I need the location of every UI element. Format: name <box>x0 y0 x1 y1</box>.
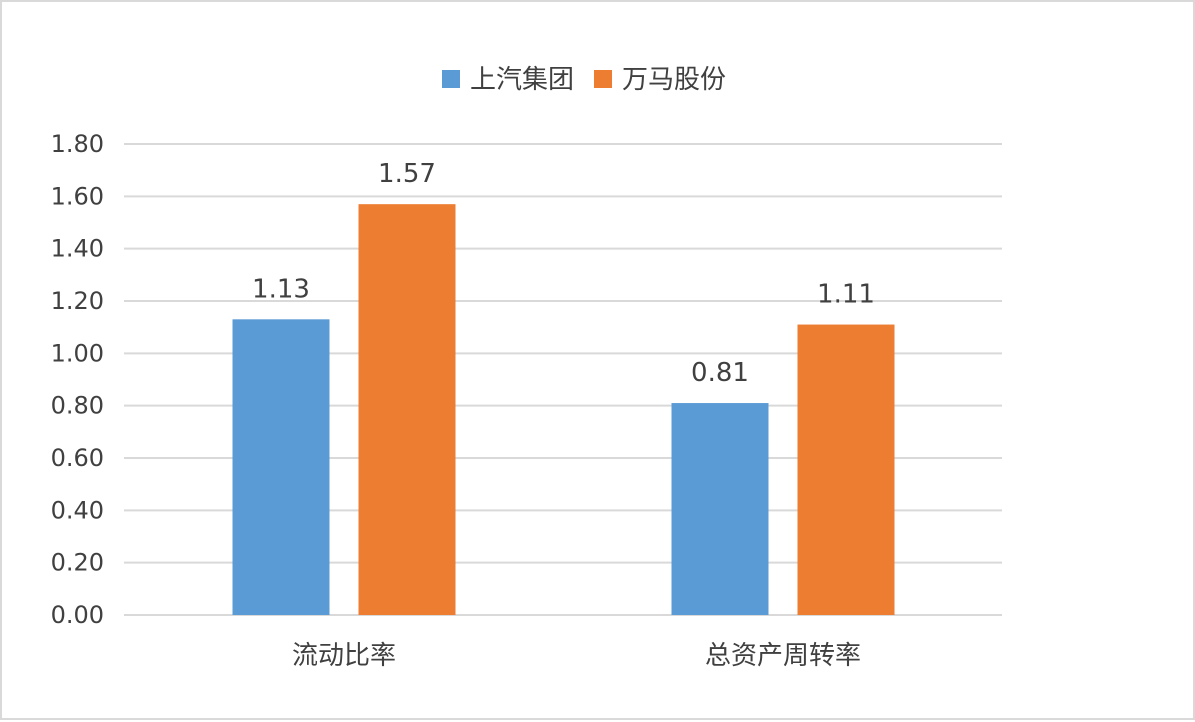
bar <box>797 324 895 615</box>
y-tick-label: 0.60 <box>51 444 104 472</box>
y-tick-label: 1.00 <box>51 339 104 367</box>
bar <box>232 319 330 615</box>
data-label: 1.13 <box>252 274 310 304</box>
data-label: 1.11 <box>817 280 875 310</box>
bar <box>671 403 769 615</box>
bar <box>358 204 456 615</box>
legend: 上汽集团 万马股份 <box>442 65 726 95</box>
x-category-label: 总资产周转率 <box>705 641 861 671</box>
legend-swatch <box>594 70 612 88</box>
x-category-label: 流动比率 <box>292 641 396 671</box>
legend-swatch <box>442 70 460 88</box>
y-tick-label: 0.20 <box>51 549 104 577</box>
y-tick-label: 1.80 <box>51 130 104 158</box>
bars <box>232 204 895 615</box>
y-tick-label: 0.00 <box>51 601 104 629</box>
legend-label: 万马股份 <box>622 65 726 95</box>
y-tick-label: 0.40 <box>51 496 104 524</box>
x-axis-categories: 流动比率 总资产周转率 <box>292 641 861 671</box>
data-labels: 1.13 0.81 1.57 1.11 <box>252 159 875 388</box>
y-tick-label: 0.80 <box>51 392 104 420</box>
data-label: 1.57 <box>378 159 436 189</box>
y-axis-ticks: 0.00 0.20 0.40 0.60 0.80 1.00 1.20 1.40 1.60 1.80 <box>51 130 104 629</box>
y-tick-label: 1.60 <box>51 182 104 210</box>
y-tick-label: 1.40 <box>51 235 104 263</box>
legend-label: 上汽集团 <box>470 65 574 95</box>
y-tick-label: 1.20 <box>51 287 104 315</box>
data-label: 0.81 <box>691 358 749 388</box>
